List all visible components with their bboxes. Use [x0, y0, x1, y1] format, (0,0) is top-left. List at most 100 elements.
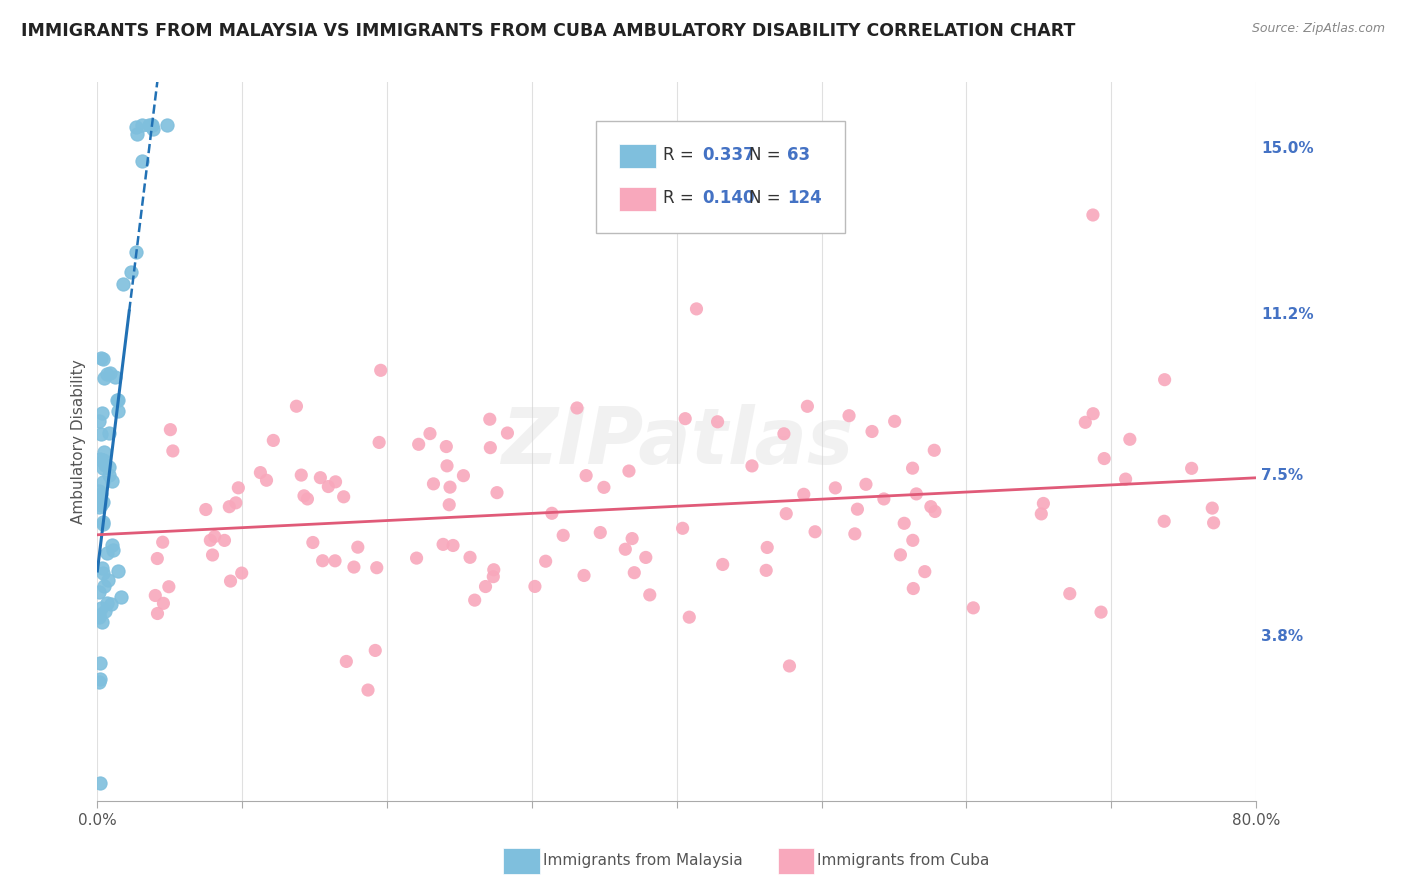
Point: [91, 461, 114, 475]
Point: [91, 406, 114, 420]
Point: [97, 573, 120, 587]
Point: [346, 540, 368, 554]
Point: [318, 479, 340, 493]
Point: [775, 507, 797, 521]
Point: [496, 425, 519, 440]
FancyBboxPatch shape: [596, 121, 845, 233]
Point: [91, 515, 114, 529]
Point: [87, 585, 110, 599]
Point: [110, 590, 132, 604]
Point: [419, 426, 441, 441]
Text: Immigrants from Cuba: Immigrants from Cuba: [817, 854, 990, 868]
Point: [302, 535, 325, 549]
Point: [256, 473, 278, 487]
Point: [104, 370, 127, 384]
Point: [368, 435, 391, 450]
Point: [796, 399, 818, 413]
Point: [634, 550, 657, 565]
Point: [1153, 373, 1175, 387]
Point: [146, 551, 169, 566]
Point: [231, 566, 253, 580]
Text: 124: 124: [787, 189, 821, 208]
Point: [962, 600, 984, 615]
Point: [343, 560, 366, 574]
Point: [846, 502, 869, 516]
Point: [614, 542, 637, 557]
Point: [838, 409, 860, 423]
Point: [844, 527, 866, 541]
Point: [432, 537, 454, 551]
Point: [572, 568, 595, 582]
Point: [107, 404, 129, 418]
Point: [89, 776, 111, 790]
Point: [93, 352, 115, 367]
Text: Immigrants from Malaysia: Immigrants from Malaysia: [543, 854, 742, 868]
Point: [623, 566, 645, 580]
Point: [93, 516, 115, 531]
Point: [90, 498, 112, 512]
Point: [922, 443, 945, 458]
Point: [91, 475, 114, 489]
Point: [804, 524, 827, 539]
Point: [434, 440, 457, 454]
Point: [292, 489, 315, 503]
Point: [534, 554, 557, 568]
Point: [408, 437, 430, 451]
Point: [458, 550, 481, 565]
Point: [98, 460, 121, 475]
Point: [873, 491, 896, 506]
Point: [755, 563, 778, 577]
Point: [93, 605, 115, 619]
Point: [575, 468, 598, 483]
Point: [89, 607, 111, 622]
Point: [214, 533, 236, 548]
Point: [638, 588, 661, 602]
Point: [711, 558, 734, 572]
Point: [1181, 461, 1204, 475]
Point: [405, 551, 427, 566]
Text: N =: N =: [748, 189, 786, 208]
Point: [441, 539, 464, 553]
Point: [98, 425, 121, 440]
Point: [1059, 587, 1081, 601]
Point: [91, 495, 114, 509]
Point: [860, 425, 883, 439]
Point: [323, 554, 346, 568]
Point: [706, 415, 728, 429]
Point: [218, 500, 240, 514]
Point: [370, 363, 392, 377]
Point: [756, 541, 779, 555]
Point: [96, 597, 118, 611]
Point: [364, 643, 387, 657]
Point: [1202, 516, 1225, 530]
Point: [905, 487, 928, 501]
Point: [290, 468, 312, 483]
Point: [335, 655, 357, 669]
Text: ZIPatlas: ZIPatlas: [501, 403, 853, 480]
Point: [1090, 605, 1112, 619]
Point: [589, 525, 612, 540]
Point: [482, 563, 505, 577]
Point: [901, 533, 924, 548]
Point: [422, 476, 444, 491]
Point: [87, 610, 110, 624]
Point: [778, 659, 800, 673]
Point: [90, 615, 112, 629]
Point: [1201, 501, 1223, 516]
Point: [1081, 407, 1104, 421]
Point: [90, 487, 112, 501]
Point: [1074, 415, 1097, 429]
Point: [90, 351, 112, 365]
Point: [112, 277, 135, 292]
Point: [678, 610, 700, 624]
Point: [474, 580, 496, 594]
Point: [91, 561, 114, 575]
Point: [87, 414, 110, 428]
Point: [671, 521, 693, 535]
Point: [101, 542, 124, 557]
Text: IMMIGRANTS FROM MALAYSIA VS IMMIGRANTS FROM CUBA AMBULATORY DISABILITY CORRELATI: IMMIGRANTS FROM MALAYSIA VS IMMIGRANTS F…: [21, 22, 1076, 40]
Point: [225, 496, 247, 510]
Point: [201, 548, 224, 562]
Point: [141, 119, 163, 133]
Point: [824, 481, 846, 495]
